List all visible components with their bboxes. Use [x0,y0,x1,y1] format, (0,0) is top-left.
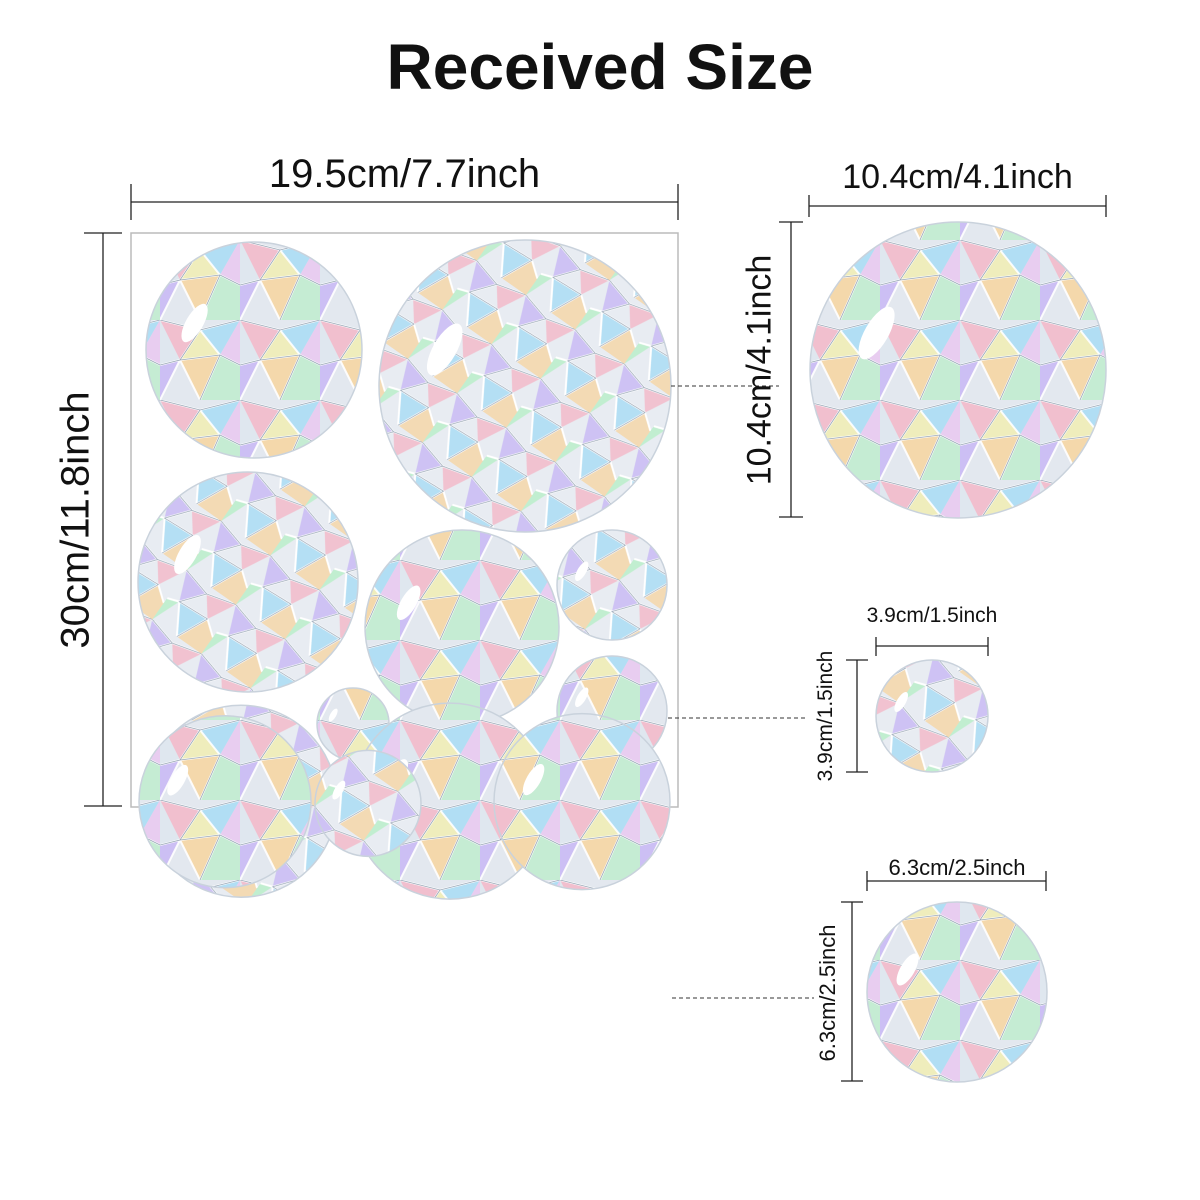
small-sticker [875,659,989,773]
sheet-sticker [314,749,422,858]
large-width-label: 10.4cm/4.1inch [842,158,1073,196]
medium-sticker [866,901,1048,1083]
sheet-sticker [556,529,668,641]
dimension-lines [84,184,1107,1082]
sheet-sticker [364,529,560,725]
medium-width-label: 6.3cm/2.5inch [888,855,1026,880]
medium-height-label: 6.3cm/2.5inch [815,924,840,1062]
page-title: Received Size [386,31,814,103]
sheet-sticker [138,714,312,889]
sheet-stickers [137,239,672,900]
sheet-sticker [137,471,359,693]
sheet-sticker [378,239,672,533]
sheet-sticker [493,712,671,891]
detail-stickers [809,221,1107,1083]
sheet-sticker [145,241,363,459]
sheet-height-label: 30cm/11.8inch [53,391,98,649]
connector-lines [668,385,814,999]
large-sticker [809,221,1107,519]
large-height-label: 10.4cm/4.1inch [740,254,779,486]
sheet-width-label: 19.5cm/7.7inch [268,152,541,196]
small-width-label: 3.9cm/1.5inch [866,604,998,627]
small-height-label: 3.9cm/1.5inch [814,650,837,782]
